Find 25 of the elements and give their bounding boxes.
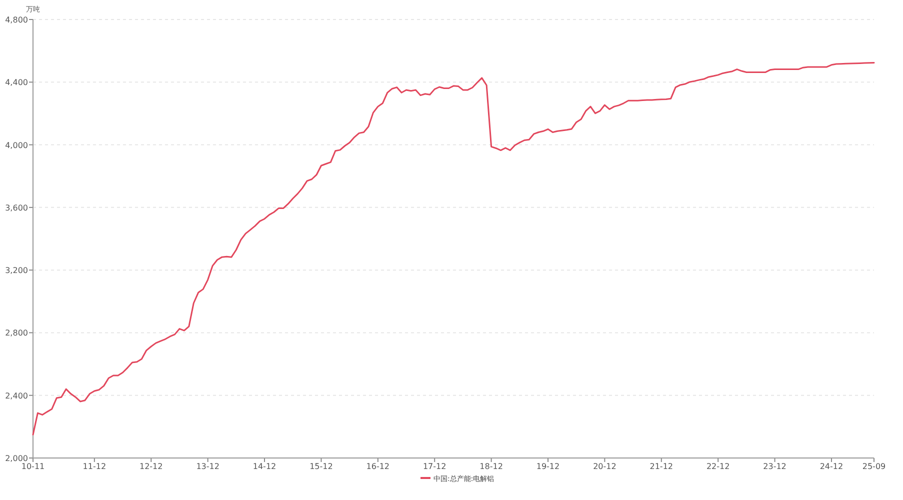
x-tick-label: 17-12	[422, 462, 446, 471]
x-tick-label: 15-12	[310, 462, 333, 471]
line-series	[32, 62, 875, 436]
y-tick-label: 2,800	[5, 328, 28, 338]
x-tick-label: 22-12	[706, 462, 730, 471]
x-tick-label: 14-12	[252, 462, 276, 471]
y-tick-label: 3,200	[5, 266, 28, 276]
y-tick-label: 4,000	[5, 140, 28, 150]
x-tick-label: 21-12	[650, 462, 674, 471]
x-tick-label: 20-12	[593, 462, 616, 471]
y-tick-label: 3,600	[5, 203, 28, 212]
x-tick-label: 24-12	[820, 462, 844, 471]
x-tick-label: 11-12	[82, 462, 106, 471]
y-tick-label: 2,000	[5, 454, 28, 463]
x-tick-label: 19-12	[536, 462, 560, 471]
y-tick-label: 4,800	[5, 16, 28, 24]
y-tick-label: 4,400	[5, 78, 28, 88]
x-tick-label: 10-11	[21, 462, 45, 471]
x-tick-label: 13-12	[196, 462, 220, 471]
x-tick-label: 25-09	[862, 462, 886, 471]
y-tick-label: 2,400	[5, 391, 28, 400]
x-tick-label: 18-12	[480, 462, 503, 471]
x-tick-label: 23-12	[763, 462, 786, 471]
x-tick-label: 16-12	[366, 462, 390, 471]
x-tick-label: 12-12	[139, 462, 163, 471]
